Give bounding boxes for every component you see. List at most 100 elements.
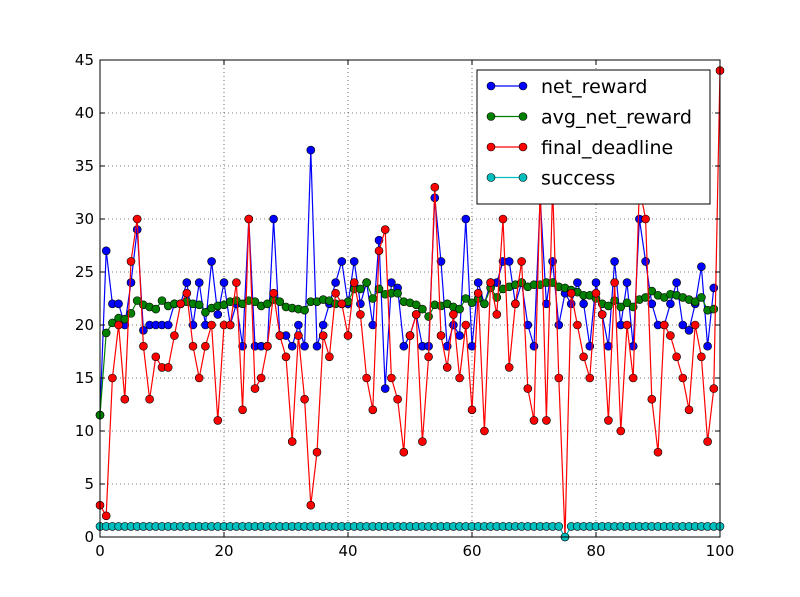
data-point [213, 310, 223, 319]
data-point [666, 331, 675, 340]
data-point [653, 447, 663, 457]
data-point [312, 447, 322, 457]
data-point [374, 246, 384, 256]
data-point [269, 288, 278, 298]
data-point [449, 320, 458, 330]
data-point [306, 145, 316, 155]
data-point [709, 384, 719, 393]
data-point [517, 278, 526, 287]
data-point [709, 304, 719, 314]
data-point [542, 299, 551, 309]
data-point [504, 257, 514, 266]
data-point [492, 310, 502, 319]
data-point [579, 299, 588, 309]
data-point [380, 225, 390, 234]
data-point [628, 373, 638, 383]
data-point [461, 294, 471, 303]
data-point [356, 284, 365, 294]
legend-marker [486, 173, 496, 182]
data-point [511, 299, 520, 309]
data-point [473, 278, 483, 287]
data-point [610, 278, 619, 287]
y-tick-label: 40 [75, 104, 94, 122]
data-point [672, 352, 681, 362]
data-point [194, 373, 204, 383]
legend-label: net_reward [541, 76, 648, 98]
data-point [275, 297, 285, 306]
data-point [498, 214, 508, 224]
data-point [269, 214, 278, 224]
axis-ticks: 0 20 40 60 80 100 0 5 10 15 20 25 30 35 40 45 [75, 51, 734, 560]
data-point [455, 304, 464, 314]
data-point [542, 416, 551, 425]
data-point [263, 341, 272, 351]
data-point [393, 394, 402, 404]
data-point [703, 341, 712, 351]
data-point [523, 384, 533, 393]
data-point [418, 437, 427, 446]
data-point [647, 394, 657, 404]
data-point [684, 405, 694, 415]
data-point [486, 278, 495, 287]
legend-marker [486, 112, 496, 121]
data-point [641, 214, 650, 224]
data-point [139, 341, 148, 351]
data-point [368, 320, 378, 330]
data-point [616, 426, 626, 436]
data-point [610, 296, 619, 305]
data-point [120, 314, 130, 324]
legend-label: success [541, 168, 615, 190]
legend-label: avg_net_reward [541, 107, 692, 129]
data-point [101, 246, 111, 256]
data-point [157, 296, 167, 305]
data-point [349, 278, 359, 287]
series-success [95, 522, 725, 542]
data-point [318, 331, 328, 340]
legend-marker [518, 173, 528, 182]
data-point [331, 288, 340, 298]
data-point [622, 320, 632, 330]
x-tick-label: 60 [462, 542, 481, 560]
y-tick-label: 35 [75, 157, 94, 175]
plot-frame [99, 59, 721, 538]
data-point [349, 257, 359, 266]
data-point [163, 363, 173, 372]
data-point [213, 416, 223, 425]
legend: net_reward avg_net_reward final_deadlinesu… [476, 69, 711, 205]
series-avg-net-reward [95, 278, 719, 420]
data-point [678, 320, 688, 330]
data-point [418, 304, 427, 314]
legend-box [476, 69, 711, 205]
data-point [300, 394, 309, 404]
data-point [703, 437, 712, 446]
y-tick-label: 20 [75, 316, 94, 334]
data-point [399, 341, 409, 351]
data-point [591, 278, 601, 287]
data-point [312, 341, 322, 351]
data-point [622, 278, 632, 287]
data-point [176, 299, 185, 309]
x-tick-label: 80 [586, 542, 605, 560]
data-point [232, 278, 241, 287]
data-point [188, 341, 198, 351]
data-point [101, 511, 111, 521]
data-point [399, 447, 409, 457]
data-point [294, 331, 303, 340]
data-point [579, 352, 588, 362]
data-point [250, 384, 260, 393]
data-point [337, 299, 347, 309]
data-point [424, 352, 433, 362]
data-point [256, 373, 266, 383]
data-point [554, 320, 564, 330]
data-point [201, 307, 210, 317]
data-point [690, 297, 700, 306]
data-point [641, 293, 650, 302]
data-point [523, 320, 533, 330]
data-point [368, 405, 378, 415]
data-point [517, 257, 526, 266]
y-tick-label: 0 [84, 528, 94, 546]
data-point [678, 373, 688, 383]
data-point [287, 437, 297, 446]
data-point [604, 416, 613, 425]
data-point [120, 394, 130, 404]
